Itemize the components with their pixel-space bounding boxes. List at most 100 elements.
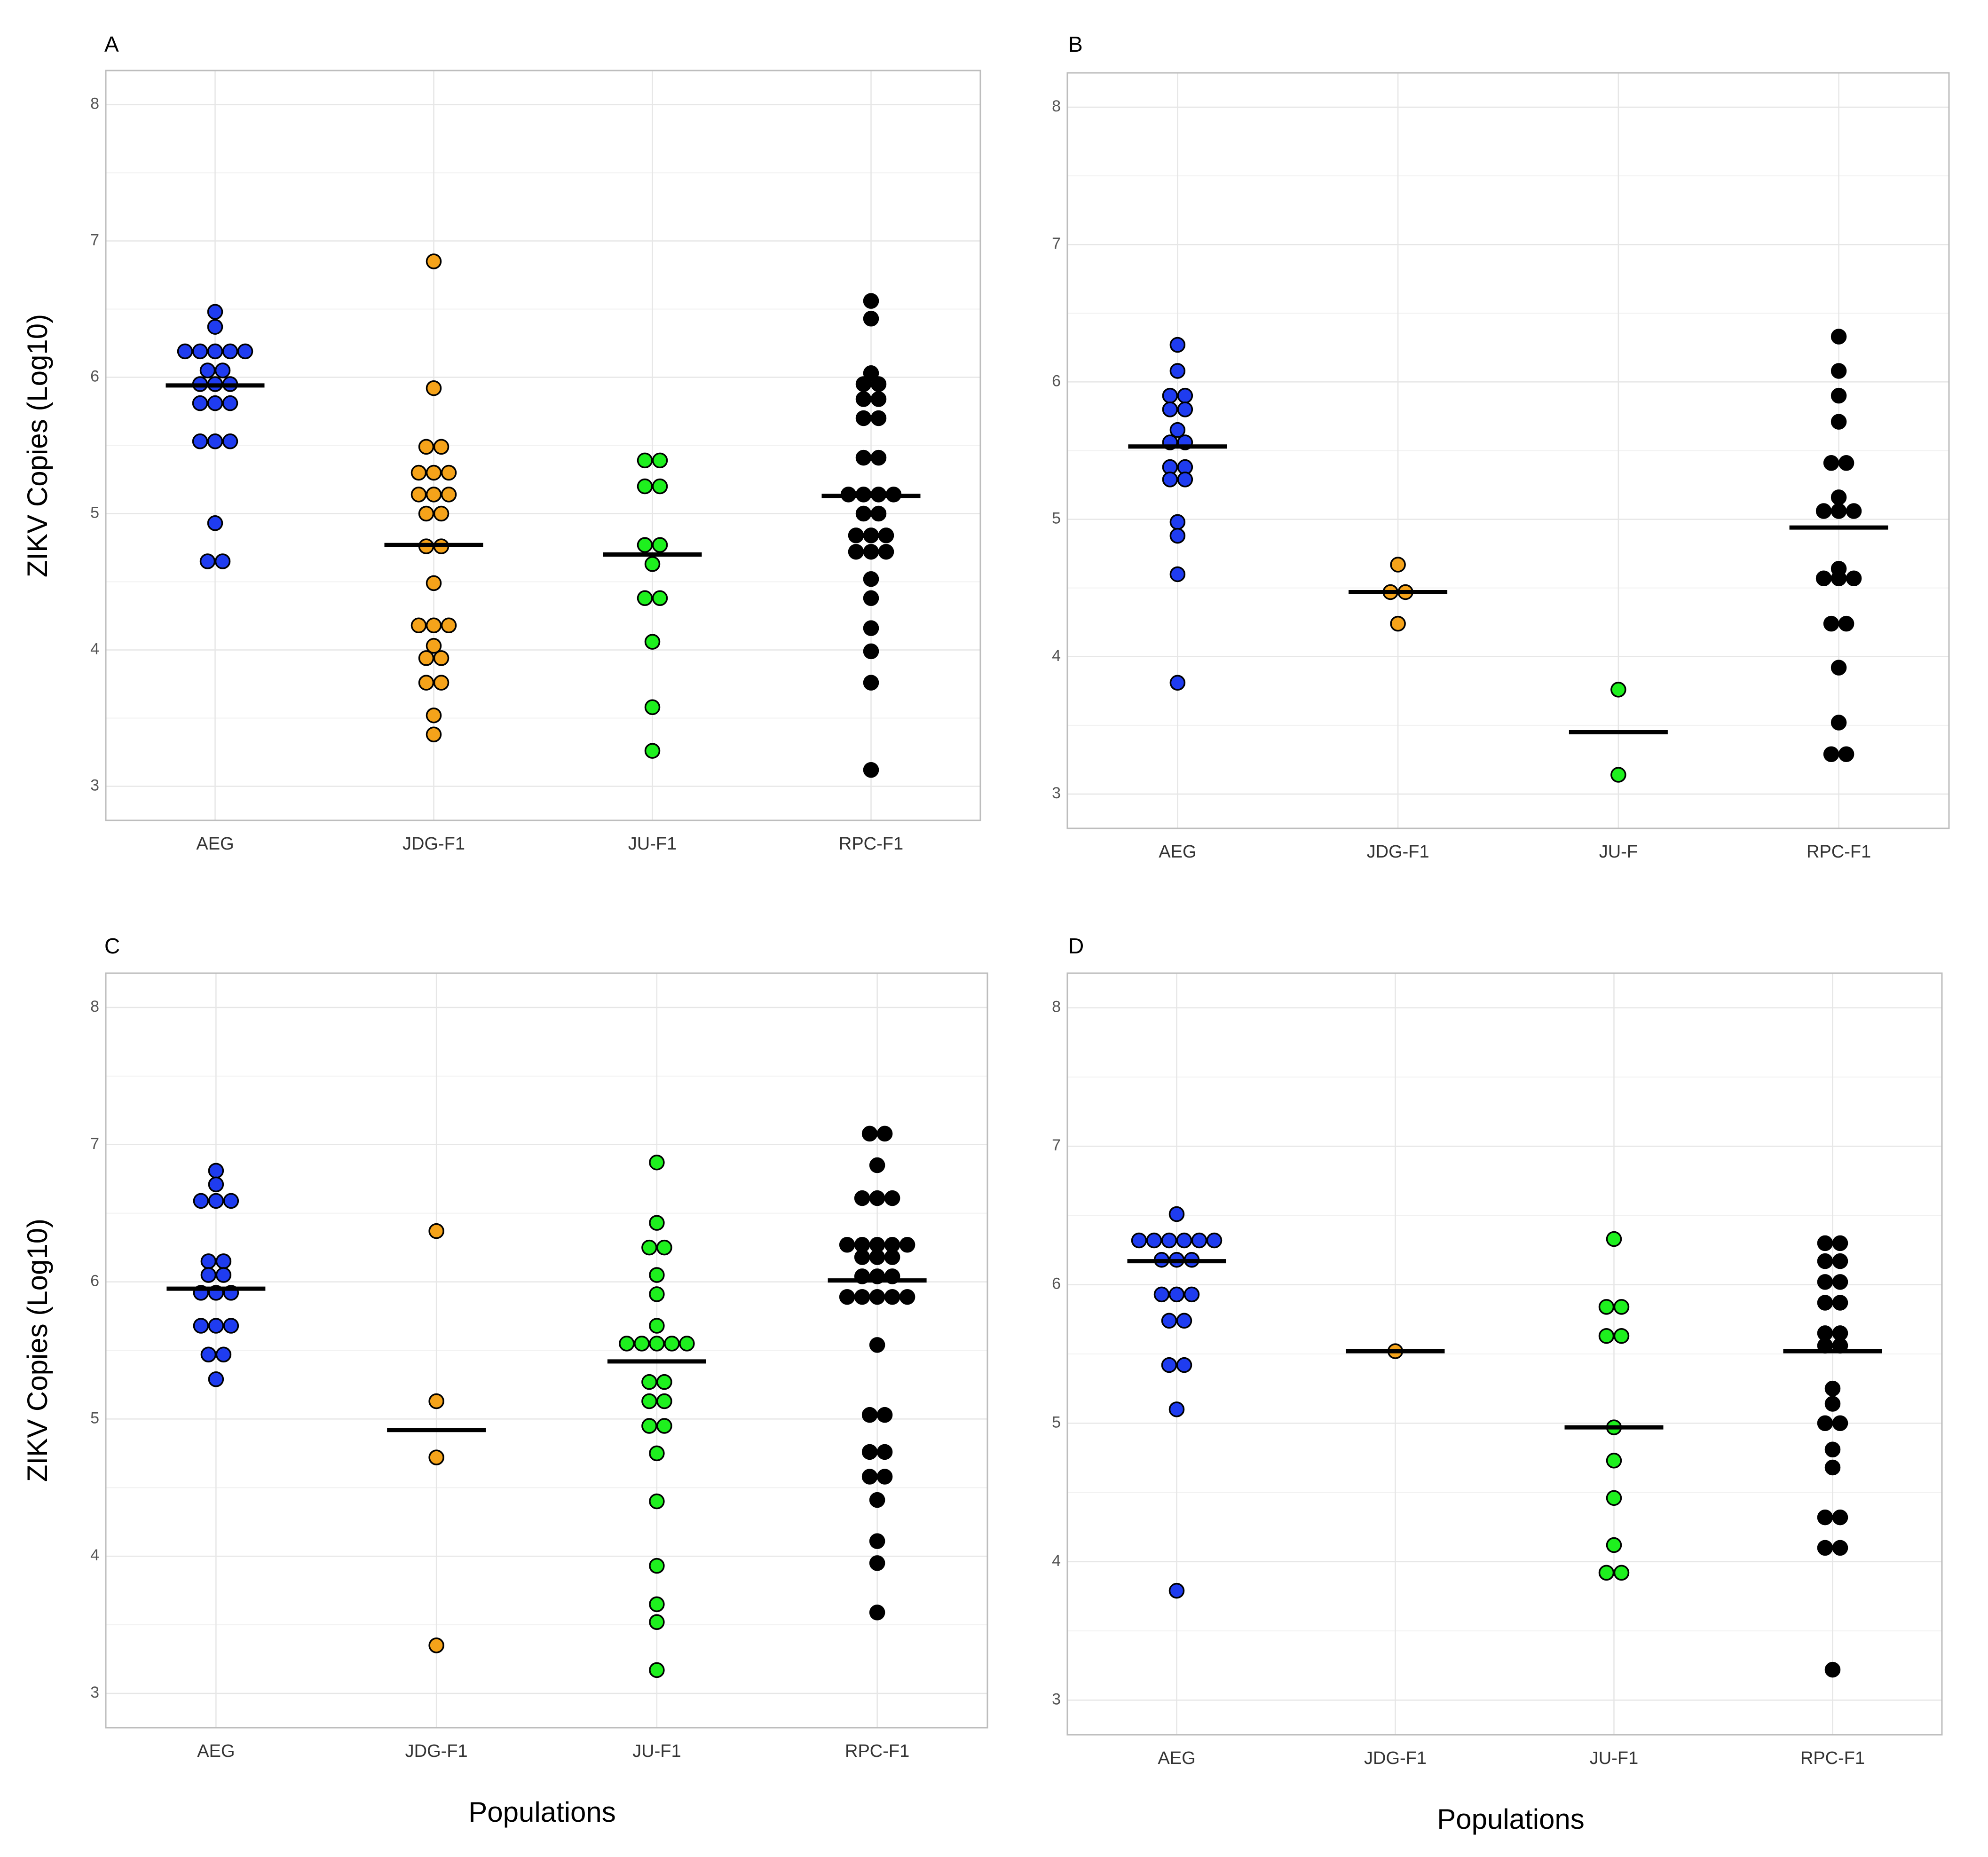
data-point	[1161, 1357, 1177, 1373]
data-point	[410, 617, 427, 634]
data-point	[1824, 1441, 1841, 1457]
y-axis-title: ZIKV Copies (Log10)	[22, 314, 53, 577]
y-tick-label: 3	[90, 776, 99, 794]
data-point	[870, 391, 887, 407]
data-point	[861, 1407, 878, 1423]
plot-border	[1066, 72, 1950, 829]
data-point	[1162, 401, 1178, 417]
data-point	[177, 343, 193, 360]
data-point	[884, 1289, 900, 1305]
y-tick-label: 7	[90, 1135, 99, 1153]
y-tick-label: 6	[1052, 1275, 1061, 1293]
y-tick-label: 4	[1052, 1552, 1061, 1570]
data-point	[649, 1336, 665, 1352]
data-point	[869, 1337, 885, 1353]
data-point	[870, 376, 887, 392]
data-point	[418, 675, 434, 691]
y-tick-label: 3	[90, 1684, 99, 1701]
panel-letter: A	[104, 32, 119, 56]
data-point	[1390, 615, 1406, 632]
data-point	[863, 571, 879, 587]
data-point	[1823, 746, 1839, 762]
data-point	[1176, 1313, 1192, 1329]
data-point	[876, 1469, 893, 1485]
data-point	[1168, 1286, 1185, 1303]
data-point	[1824, 1396, 1841, 1412]
x-tick-label: AEG	[197, 1741, 235, 1761]
data-point	[869, 1605, 885, 1621]
data-point	[426, 253, 442, 269]
data-point	[899, 1237, 915, 1253]
data-point	[1177, 387, 1193, 404]
data-point	[870, 505, 887, 522]
data-point	[649, 1558, 665, 1574]
data-point	[899, 1289, 915, 1305]
data-point	[1832, 1509, 1848, 1526]
data-point	[1830, 329, 1847, 345]
data-point	[428, 1393, 444, 1409]
data-point	[1830, 570, 1847, 586]
data-point	[861, 1125, 878, 1142]
data-point	[649, 1596, 665, 1613]
data-point	[649, 1318, 665, 1334]
data-point	[878, 527, 894, 543]
panel-d: 3 4 5 6 7 8 AEG JDG-F1 JU-F1 RPC-F1 D Populations	[1052, 934, 1943, 1835]
data-point	[215, 1267, 232, 1283]
data-point	[869, 1190, 885, 1206]
data-point	[200, 1253, 217, 1269]
data-point	[652, 537, 668, 553]
data-point	[855, 410, 872, 426]
data-point	[215, 1253, 232, 1269]
data-point	[863, 311, 879, 327]
data-point	[214, 362, 231, 378]
data-point	[869, 1249, 885, 1265]
data-point	[656, 1374, 672, 1390]
data-point	[1823, 615, 1839, 632]
data-point	[1830, 414, 1847, 430]
data-point	[644, 743, 661, 759]
data-point	[1169, 422, 1186, 438]
data-point	[1846, 570, 1862, 586]
data-point	[870, 449, 887, 466]
data-point	[1606, 1537, 1622, 1553]
data-point	[1161, 1313, 1177, 1329]
data-point	[870, 410, 887, 426]
data-point	[656, 1418, 672, 1434]
data-point	[441, 487, 457, 503]
data-point	[192, 433, 208, 449]
data-point	[1815, 503, 1832, 519]
data-point	[1817, 1415, 1833, 1432]
data-point	[1613, 1565, 1630, 1581]
data-point	[652, 452, 668, 469]
data-point	[656, 1393, 672, 1409]
data-point	[637, 478, 653, 495]
y-tick-label: 8	[1052, 97, 1061, 115]
data-point	[876, 1407, 893, 1423]
data-point	[1832, 1295, 1848, 1311]
y-tick-label: 3	[1052, 784, 1061, 802]
plot-border	[105, 972, 988, 1729]
data-point	[652, 478, 668, 495]
data-point	[193, 1318, 209, 1334]
data-point	[1153, 1286, 1170, 1303]
x-tick-label: RPC-F1	[845, 1741, 909, 1761]
data-point	[1390, 557, 1406, 573]
data-point	[208, 1176, 224, 1193]
x-tick-label: JU-F1	[1590, 1748, 1638, 1768]
data-point	[207, 515, 223, 531]
data-point	[1169, 527, 1186, 544]
y-tick-label: 5	[90, 1409, 99, 1427]
data-point	[1169, 337, 1186, 353]
data-point	[1838, 746, 1854, 762]
data-point	[641, 1239, 657, 1256]
data-point	[1598, 1299, 1615, 1315]
data-point	[1162, 387, 1178, 404]
data-point	[863, 643, 879, 660]
data-point	[1610, 682, 1626, 698]
data-point	[649, 1286, 665, 1302]
y-tick-label: 6	[90, 1272, 99, 1290]
data-point	[863, 543, 879, 560]
data-point	[839, 1289, 855, 1305]
data-point	[426, 380, 442, 396]
